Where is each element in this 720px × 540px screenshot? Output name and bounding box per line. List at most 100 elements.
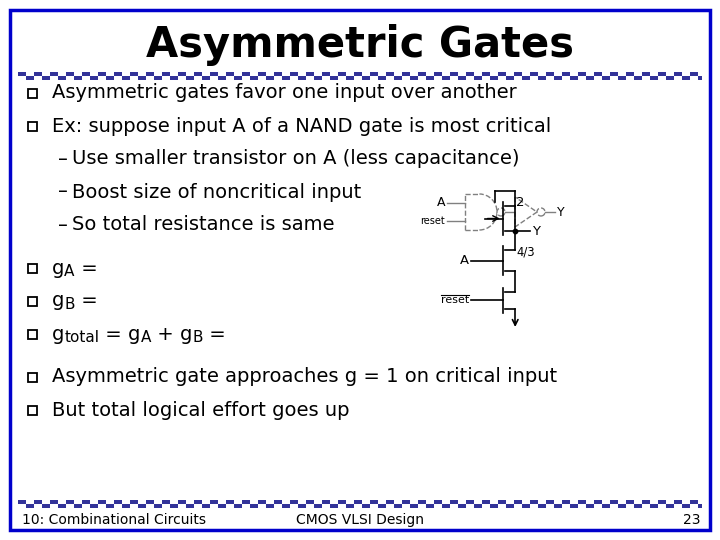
- Bar: [82, 500, 90, 504]
- Bar: [514, 76, 522, 80]
- Bar: [442, 76, 450, 80]
- Bar: [538, 72, 546, 76]
- Bar: [386, 72, 394, 76]
- Bar: [642, 500, 650, 504]
- Bar: [562, 504, 570, 508]
- Bar: [226, 72, 234, 76]
- Bar: [570, 72, 578, 76]
- Bar: [378, 76, 386, 80]
- Bar: [186, 76, 194, 80]
- Bar: [162, 504, 170, 508]
- Bar: [18, 72, 26, 76]
- Text: 10: Combinational Circuits: 10: Combinational Circuits: [22, 513, 206, 527]
- Circle shape: [497, 208, 505, 216]
- Bar: [690, 504, 698, 508]
- Bar: [258, 76, 266, 80]
- Bar: [202, 76, 210, 80]
- Bar: [274, 500, 282, 504]
- Bar: [130, 504, 138, 508]
- Bar: [226, 500, 234, 504]
- Bar: [266, 504, 274, 508]
- Bar: [314, 72, 322, 76]
- Text: –: –: [58, 215, 68, 234]
- Bar: [674, 72, 682, 76]
- Bar: [210, 500, 218, 504]
- Bar: [466, 500, 474, 504]
- Bar: [514, 500, 522, 504]
- Bar: [290, 500, 298, 504]
- Bar: [234, 504, 242, 508]
- Text: A: A: [140, 330, 151, 345]
- Bar: [298, 504, 306, 508]
- Bar: [482, 504, 490, 508]
- Bar: [666, 504, 674, 508]
- Bar: [42, 500, 50, 504]
- Bar: [538, 504, 546, 508]
- Bar: [242, 76, 250, 80]
- Bar: [650, 76, 658, 80]
- Bar: [146, 504, 154, 508]
- Bar: [394, 504, 402, 508]
- Bar: [26, 76, 34, 80]
- Bar: [434, 76, 442, 80]
- Bar: [362, 504, 370, 508]
- Bar: [570, 500, 578, 504]
- Bar: [218, 504, 226, 508]
- Bar: [242, 500, 250, 504]
- Bar: [322, 76, 330, 80]
- Bar: [458, 504, 466, 508]
- Bar: [74, 76, 82, 80]
- Bar: [290, 76, 298, 80]
- Bar: [58, 500, 66, 504]
- Bar: [234, 72, 242, 76]
- Bar: [586, 76, 594, 80]
- Bar: [194, 504, 202, 508]
- Bar: [666, 72, 674, 76]
- Bar: [618, 504, 626, 508]
- Bar: [178, 500, 186, 504]
- Bar: [458, 500, 466, 504]
- Bar: [122, 500, 130, 504]
- Bar: [386, 76, 394, 80]
- Bar: [650, 504, 658, 508]
- Bar: [682, 72, 690, 76]
- Bar: [530, 504, 538, 508]
- Bar: [418, 504, 426, 508]
- Bar: [426, 500, 434, 504]
- Bar: [682, 500, 690, 504]
- Bar: [514, 504, 522, 508]
- Bar: [658, 72, 666, 76]
- Bar: [298, 72, 306, 76]
- Text: = g: = g: [99, 325, 140, 343]
- Bar: [314, 504, 322, 508]
- Bar: [610, 504, 618, 508]
- Bar: [178, 76, 186, 80]
- Bar: [546, 76, 554, 80]
- Bar: [26, 500, 34, 504]
- Bar: [394, 500, 402, 504]
- Text: =: =: [75, 292, 98, 310]
- Bar: [26, 72, 34, 76]
- Bar: [482, 76, 490, 80]
- Bar: [42, 72, 50, 76]
- Bar: [274, 504, 282, 508]
- Bar: [474, 72, 482, 76]
- Bar: [186, 500, 194, 504]
- Bar: [338, 504, 346, 508]
- Bar: [450, 72, 458, 76]
- Bar: [330, 76, 338, 80]
- Bar: [338, 500, 346, 504]
- Bar: [162, 500, 170, 504]
- Bar: [562, 72, 570, 76]
- Bar: [594, 500, 602, 504]
- Bar: [154, 504, 162, 508]
- Bar: [66, 76, 74, 80]
- Circle shape: [537, 208, 545, 216]
- Bar: [482, 72, 490, 76]
- Bar: [498, 504, 506, 508]
- Bar: [626, 500, 634, 504]
- Polygon shape: [515, 197, 537, 227]
- Bar: [370, 76, 378, 80]
- Bar: [218, 76, 226, 80]
- Bar: [194, 500, 202, 504]
